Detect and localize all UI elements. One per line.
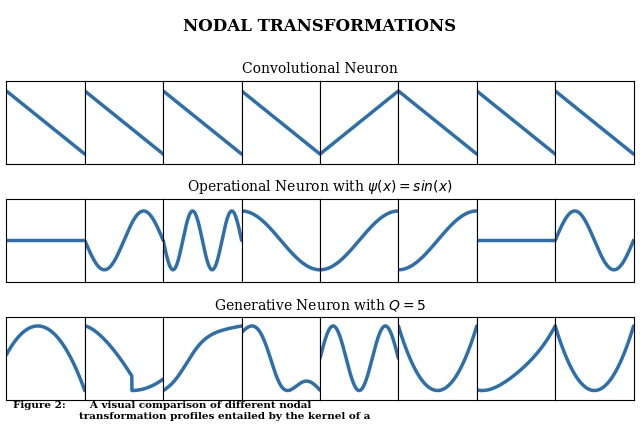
- Text: Convolutional Neuron: Convolutional Neuron: [242, 62, 398, 76]
- Text: A visual comparison of different nodal
transformation profiles entailed by the k: A visual comparison of different nodal t…: [79, 401, 370, 421]
- Text: NODAL TRANSFORMATIONS: NODAL TRANSFORMATIONS: [184, 18, 456, 35]
- Text: Operational Neuron with $\psi(x) = \mathit{sin}(x)$: Operational Neuron with $\psi(x) = \math…: [188, 178, 452, 196]
- Text: Generative Neuron with $Q = 5$: Generative Neuron with $Q = 5$: [214, 297, 426, 313]
- Text: Figure 2:: Figure 2:: [13, 401, 65, 411]
